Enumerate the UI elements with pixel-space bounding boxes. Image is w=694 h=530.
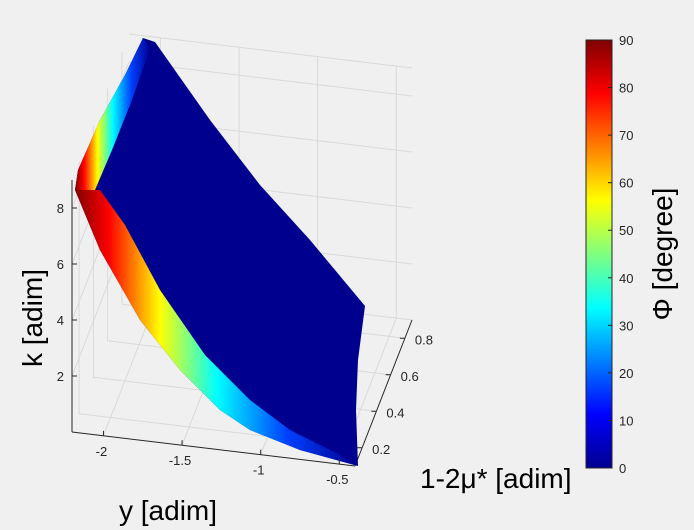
colorbar-tick-label: 10 — [619, 413, 633, 428]
x-tick-label: -1.5 — [169, 453, 191, 468]
z-tick-label: 6 — [57, 257, 64, 272]
z-axis-ticks: 2 4 6 8 — [57, 201, 77, 384]
z-tick-label: 8 — [57, 201, 64, 216]
y-axis-ticks: 0.2 0.4 0.6 0.8 — [357, 332, 433, 457]
colorbar-tick-label: 0 — [619, 461, 626, 476]
y-axis-line — [354, 319, 413, 467]
z-tick-label: 4 — [57, 313, 64, 328]
z-axis-label: k [adim] — [17, 269, 48, 367]
colorbar-tick-label: 80 — [619, 81, 633, 96]
x-tick-label: -0.5 — [326, 472, 348, 487]
x-tick-label: -2 — [96, 444, 108, 459]
x-axis-ticks: -2 -1.5 -1 -0.5 — [96, 430, 348, 487]
colorbar-gradient — [585, 39, 613, 469]
grid-line — [128, 61, 413, 97]
x-tick-label: -1 — [253, 463, 265, 478]
x-axis-line — [71, 431, 356, 467]
surface-lower-edge — [75, 190, 358, 466]
colorbar-tick-label: 90 — [619, 33, 633, 48]
colorbar-ticks: 0 10 20 30 40 50 60 70 80 90 — [608, 33, 633, 476]
colorbar-tick-label: 50 — [619, 223, 633, 238]
colorbar-tick-label: 20 — [619, 366, 633, 381]
x-axis-label: y [adim] — [119, 495, 217, 526]
axes-3d: 2 4 6 8 -2 -1.5 -1 -0.5 0.2 0.4 0.6 0.8 — [57, 33, 433, 487]
y-tick-label: 0.2 — [372, 442, 390, 457]
surface-plot — [75, 38, 365, 466]
colorbar-tick-label: 30 — [619, 318, 633, 333]
surface-body — [75, 38, 365, 466]
y-tick-label: 0.6 — [401, 369, 419, 384]
y-tick-label: 0.8 — [415, 332, 433, 347]
colorbar-tick-label: 60 — [619, 176, 633, 191]
colorbar-label: Φ [degree] — [647, 188, 678, 321]
axis-lines — [71, 180, 413, 467]
colorbar-tick-label: 70 — [619, 128, 633, 143]
y-tick-label: 0.4 — [386, 405, 404, 420]
grid-line — [128, 33, 413, 69]
colorbar-tick-label: 40 — [619, 271, 633, 286]
surface-upper-edge — [75, 38, 150, 190]
y-axis-label: 1-2μ* [adim] — [420, 463, 572, 494]
z-tick-label: 2 — [57, 369, 64, 384]
colorbar: 0 10 20 30 40 50 60 70 80 90 Φ [degree] — [585, 33, 678, 476]
